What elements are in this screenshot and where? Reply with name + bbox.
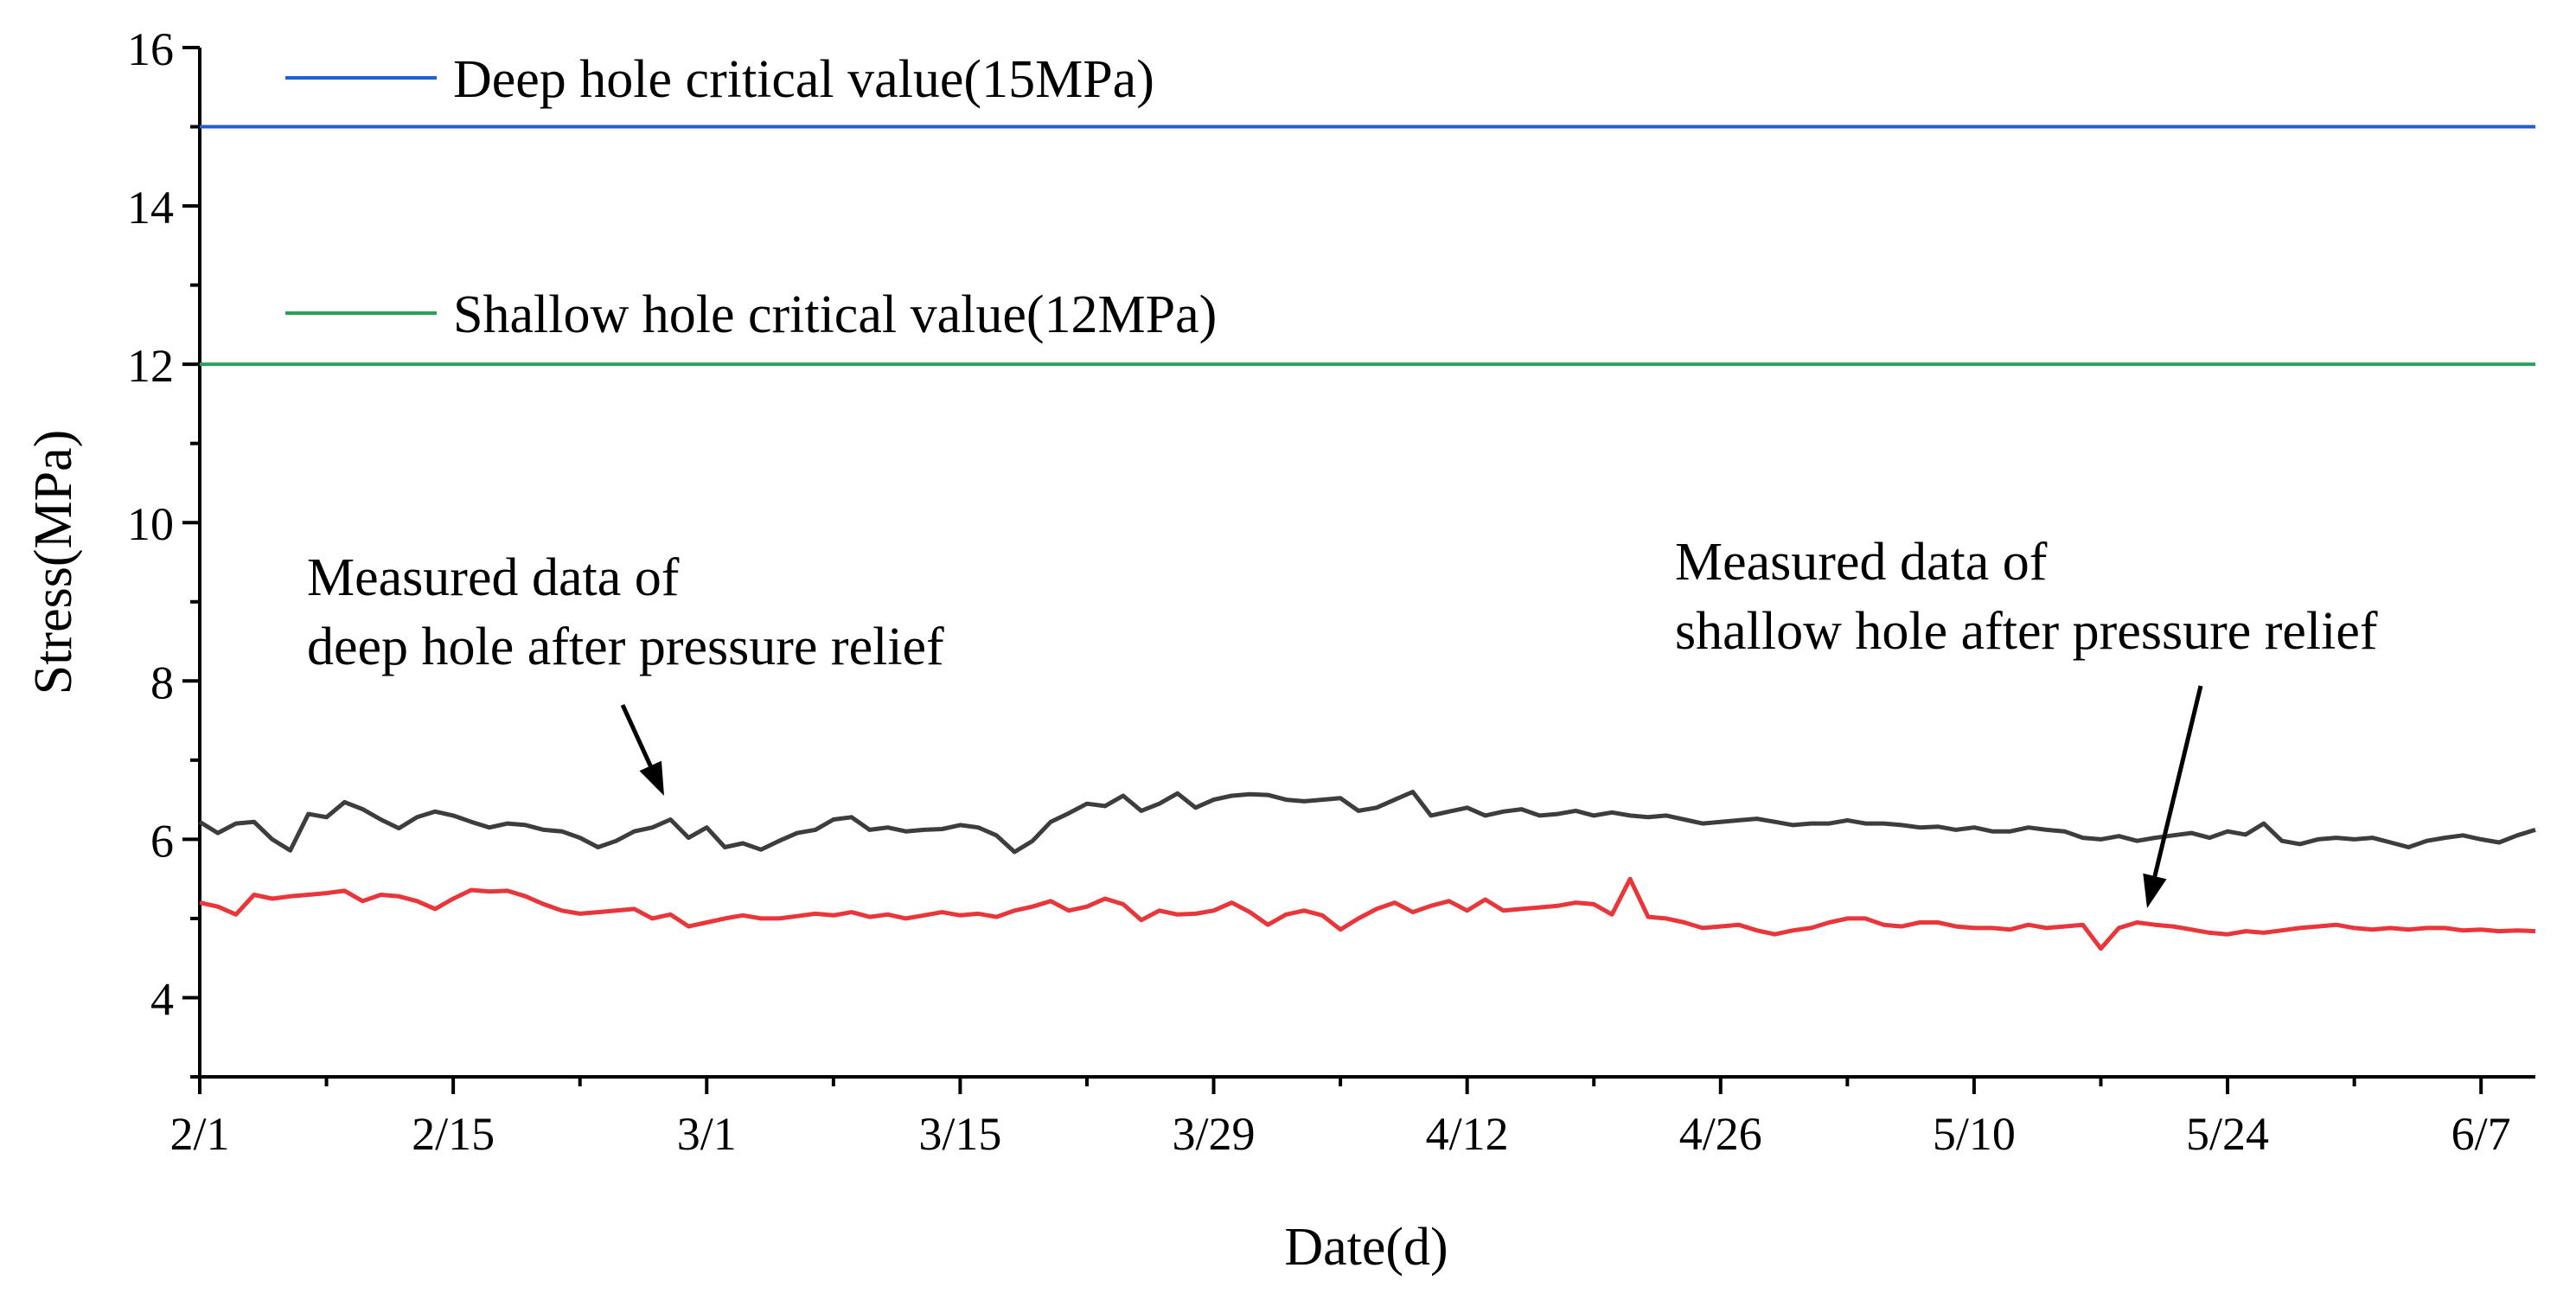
- annotation-text-1: Measured data of: [1675, 533, 2048, 592]
- series-line-1: [199, 876, 2536, 951]
- y-tick-label: 8: [150, 656, 174, 708]
- x-tick-label: 3/15: [918, 1108, 1001, 1160]
- y-axis-label: Stress(MPa): [24, 430, 83, 695]
- reference-lines: [200, 125, 2535, 367]
- annotations: Measured data of deep hole after pressure…: [307, 533, 2378, 908]
- x-tick-label: 5/24: [2186, 1108, 2269, 1160]
- x-axis-label: Date(d): [1284, 1218, 1448, 1277]
- axis-ticks: 4 6 8 10 12 14 16 2/1 2/15 3/1 3/15 3/29 4/12 4/26 5/1…: [127, 23, 2511, 1160]
- legend-label-0: Deep hole critical value(15MPa): [453, 50, 1154, 109]
- x-tick-label: 3/29: [1173, 1108, 1256, 1160]
- x-tick-label: 6/7: [2451, 1108, 2511, 1160]
- x-tick-label: 2/1: [169, 1108, 229, 1160]
- annotation-arrow-0: [620, 703, 653, 767]
- annotation-text-0: Measured data of: [307, 548, 680, 607]
- legend: Deep hole critical value(15MPa) Shallow h…: [285, 50, 1217, 344]
- x-tick-label: 3/1: [677, 1108, 737, 1160]
- y-tick-label: 4: [150, 973, 174, 1025]
- series-line-0: [198, 790, 2536, 855]
- x-tick-label: 5/10: [1933, 1108, 2016, 1160]
- legend-label-1: Shallow hole critical value(12MPa): [453, 285, 1217, 344]
- y-tick-label: 12: [127, 340, 174, 392]
- y-tick-label: 10: [127, 498, 174, 550]
- annotation-arrowhead-1: [2143, 873, 2167, 908]
- x-tick-label: 4/12: [1426, 1108, 1509, 1160]
- x-tick-label: 2/15: [412, 1108, 495, 1160]
- annotation-arrowhead-0: [639, 760, 664, 796]
- data-series: [198, 790, 2536, 951]
- y-tick-label: 6: [150, 815, 174, 867]
- annotation-text-0: deep hole after pressure relief: [307, 618, 944, 676]
- y-tick-label: 14: [127, 182, 174, 234]
- annotation-arrow-1: [2152, 685, 2203, 877]
- x-tick-label: 4/26: [1679, 1108, 1762, 1160]
- annotation-text-1: shallow hole after pressure relief: [1675, 602, 2378, 661]
- y-tick-label: 16: [127, 23, 174, 75]
